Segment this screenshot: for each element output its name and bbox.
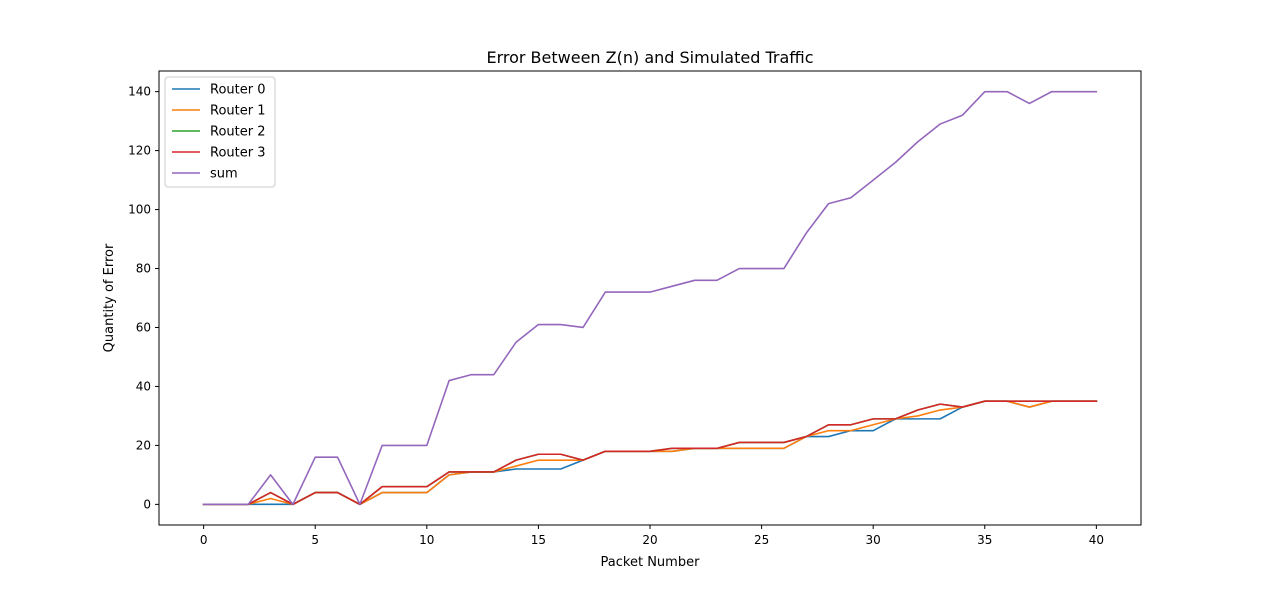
series-layer [202,90,1098,506]
series-line-2 [202,400,1098,506]
x-axis-label: Packet Number [601,555,701,570]
y-tick-label: 20 [136,438,151,452]
series-line-1 [202,400,1098,506]
legend: Router 0 Router 1 Router 2 Router 3 sum [164,76,276,188]
y-tick-label: 100 [128,203,151,217]
y-tick-label: 60 [136,320,151,334]
legend-label-4: sum [210,167,238,182]
x-axis: 0 5 10 15 20 25 30 35 40 [200,525,1104,547]
legend-label-1: Router 1 [210,104,266,119]
x-tick-label: 5 [311,533,319,547]
y-tick-label: 40 [136,379,151,393]
x-tick-label: 30 [866,533,881,547]
x-tick-label: 10 [419,533,434,547]
x-tick-label: 25 [754,533,769,547]
chart-title: Error Between Z(n) and Simulated Traffic [486,48,813,67]
legend-label-2: Router 2 [210,125,266,140]
y-axis: 0 20 40 60 80 100 120 140 [128,85,159,511]
legend-label-3: Router 3 [210,146,266,161]
series-line-4 [202,90,1098,506]
series-line-3 [202,400,1098,506]
y-tick-label: 120 [128,144,151,158]
y-tick-label: 0 [143,497,151,511]
y-axis-label: Quantity of Error [102,243,117,352]
y-tick-label: 140 [128,85,151,99]
plot-frame [158,70,1142,526]
legend-label-0: Router 0 [210,83,266,98]
y-tick-label: 80 [136,262,151,276]
x-tick-label: 0 [200,533,208,547]
x-tick-label: 40 [1089,533,1104,547]
x-tick-label: 20 [642,533,657,547]
legend-box [164,76,276,188]
series-line-0 [202,400,1098,506]
x-tick-label: 15 [531,533,546,547]
x-tick-label: 35 [977,533,992,547]
